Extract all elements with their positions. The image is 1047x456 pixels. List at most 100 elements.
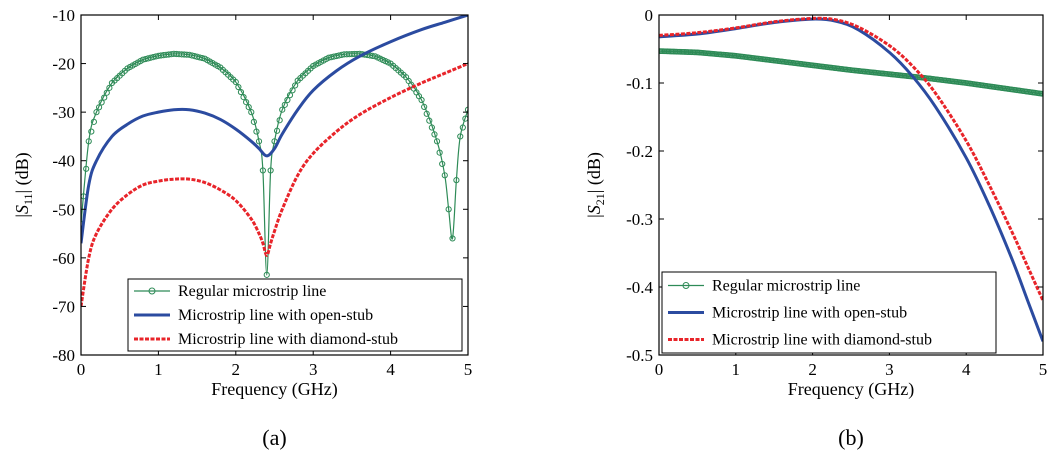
data-point [103, 89, 110, 96]
data-point [421, 103, 428, 110]
y-axis-label: |S11| (dB) [12, 152, 35, 217]
x-axis-label: Frequency (GHz) [211, 379, 337, 400]
y-tick-label: -0.5 [626, 346, 653, 365]
legend-entry: Microstrip line with diamond-stub [712, 332, 932, 349]
data-point [83, 165, 90, 172]
legend-box [127, 278, 463, 352]
y-tick-label: -50 [52, 200, 75, 219]
x-tick-label: 2 [808, 360, 817, 379]
data-point [85, 138, 92, 145]
series-line-3 [81, 62, 468, 307]
chart-b-s21: 0 1 2 3 4 5 -0.5 -0.4 -0.3 -0.2 -0.1 0 Frequency (GH… [584, 6, 1047, 450]
legend-entry: Microstrip line with open-stub [712, 305, 907, 322]
data-point [245, 104, 252, 111]
series-layer [81, 15, 468, 307]
data-point [418, 96, 425, 104]
x-tick-label: 0 [77, 360, 86, 379]
x-tick-label: 3 [885, 360, 894, 379]
legend: Regular microstrip line Microstrip line w… [661, 271, 997, 354]
y-tick-label: -20 [52, 55, 75, 74]
chart-a-s11: 0 1 2 3 4 5 -80 -70 -60 -50 -40 -30 -20 -10 Frequency … [12, 6, 472, 450]
data-point [426, 117, 433, 124]
data-point [423, 110, 430, 117]
x-tick-label: 4 [962, 360, 971, 379]
data-point [90, 118, 98, 125]
data-point [101, 94, 108, 101]
data-point [106, 84, 113, 91]
data-point [273, 127, 281, 134]
legend-marker [148, 287, 156, 295]
series-line-3 [659, 16, 1043, 302]
data-point [436, 149, 443, 156]
legend-entry: Microstrip line with open-stub [178, 307, 373, 324]
data-point [457, 133, 464, 140]
y-tick-label: -30 [52, 103, 75, 122]
data-point [441, 172, 448, 179]
data-point [449, 235, 456, 242]
data-point [93, 109, 100, 116]
y-tick-label: -0.2 [626, 142, 653, 161]
plot-frame [80, 14, 469, 356]
chart-caption: (b) [838, 425, 864, 450]
y-tick-label: -0.4 [626, 278, 653, 297]
data-point [433, 138, 441, 145]
data-point [267, 167, 274, 174]
chart-caption: (a) [262, 425, 286, 450]
data-point [462, 115, 468, 122]
data-point [276, 117, 283, 124]
y-tick-label: 0 [645, 6, 654, 25]
y-tick-label: -40 [52, 152, 75, 171]
legend-box [661, 271, 997, 354]
data-point [248, 109, 255, 116]
y-tick-label: -0.3 [626, 210, 653, 229]
x-tick-label: 1 [732, 360, 741, 379]
data-point [659, 48, 662, 54]
data-point [286, 92, 294, 99]
legend-entry: Regular microstrip line [178, 283, 326, 300]
data-point [237, 88, 245, 96]
data-point [232, 78, 239, 86]
data-point [428, 124, 435, 131]
data-point [445, 206, 452, 213]
data-point [281, 101, 288, 108]
plot-frame [658, 14, 1044, 356]
data-point [289, 87, 296, 94]
legend-entry: Regular microstrip line [712, 278, 860, 295]
x-tick-label: 5 [1039, 360, 1047, 379]
data-point [453, 177, 460, 184]
data-point [439, 160, 446, 168]
data-point [250, 118, 257, 125]
y-tick-label: -10 [52, 6, 75, 25]
x-tick-label: 5 [464, 360, 473, 379]
data-point [259, 167, 266, 174]
data-point [255, 138, 263, 145]
data-point [263, 271, 270, 278]
data-point [284, 96, 291, 104]
y-tick-label: -80 [52, 346, 75, 365]
x-tick-label: 1 [154, 360, 163, 379]
y-tick-label: -60 [52, 249, 75, 268]
data-point [240, 93, 247, 101]
legend-marker [682, 282, 690, 289]
data-point [292, 82, 299, 89]
data-point [98, 99, 105, 106]
y-axis-label: |S21| (dB) [584, 152, 607, 218]
data-point [279, 106, 286, 113]
data-point [88, 128, 95, 135]
data-point [253, 128, 260, 135]
series-layer [659, 16, 1043, 342]
x-tick-label: 4 [386, 360, 395, 379]
data-point [95, 104, 103, 111]
legend-entry: Microstrip line with diamond-stub [178, 331, 398, 348]
y-tick-label: -70 [52, 297, 75, 316]
data-point [199, 54, 206, 62]
y-tick-label: -0.1 [626, 74, 653, 93]
series-line-2 [81, 15, 468, 244]
legend: Regular microstrip line Microstrip line w… [127, 278, 463, 352]
x-axis-label: Frequency (GHz) [788, 379, 914, 400]
data-point [243, 99, 250, 106]
x-tick-label: 3 [309, 360, 318, 379]
x-tick-label: 2 [232, 360, 241, 379]
data-point [235, 83, 242, 91]
